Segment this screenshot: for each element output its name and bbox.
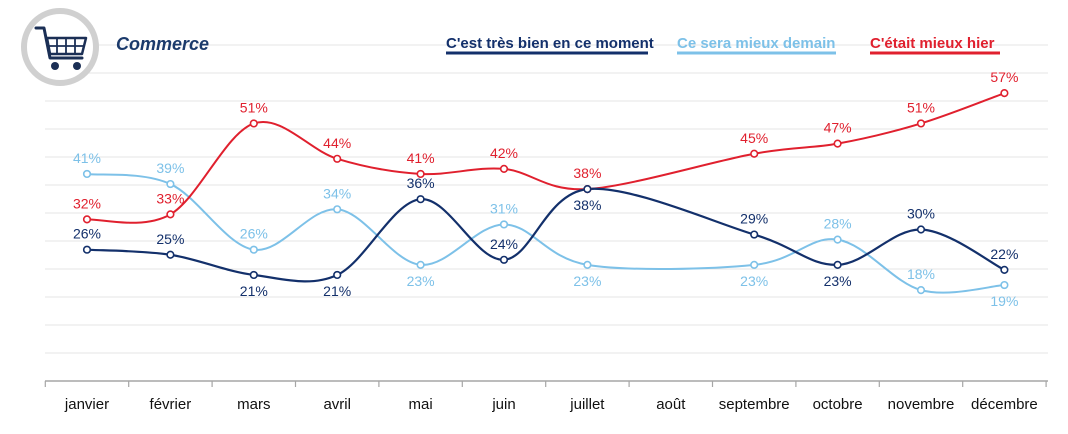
data-label: 32% [73,195,101,211]
data-label: 23% [824,273,852,289]
data-label: 42% [490,145,518,161]
month-label: septembre [719,396,790,413]
data-label: 38% [573,165,601,181]
data-point [583,260,592,269]
data-point [583,185,592,194]
data-point [82,245,92,254]
data-label: 24% [490,236,518,252]
data-label: 44% [323,135,351,151]
data-point [1000,89,1009,98]
data-point [499,255,509,264]
month-label: juin [491,396,515,413]
data-label: 29% [740,211,768,227]
data-label: 57% [990,69,1018,85]
series-lines [86,92,1005,294]
data-label: 36% [407,175,435,191]
data-label: 41% [73,150,101,166]
data-label: 28% [824,216,852,232]
legend-label: Ce sera mieux demain [677,35,835,52]
data-label: 34% [323,185,351,201]
month-label: juillet [569,396,605,413]
data-label: 30% [907,206,935,222]
data-point [750,260,759,269]
gridlines [45,44,1048,354]
data-point [916,286,926,295]
data-point [333,205,342,214]
data-label: 23% [573,273,601,289]
month-label: mai [409,396,433,413]
data-label: 21% [240,283,268,299]
data-label: 33% [156,190,184,206]
data-point [499,220,509,229]
data-point [416,169,425,179]
data-point [1000,265,1009,275]
chart-title: Commerce [116,34,209,54]
data-point [750,149,759,158]
data-label: 23% [740,273,768,289]
month-label: août [656,396,686,413]
data-point [833,260,842,269]
data-point [833,235,842,244]
data-label: 51% [240,99,268,115]
data-point [833,139,842,148]
data-label: 19% [990,293,1018,309]
x-axis-ticks [44,381,1047,387]
data-label: 26% [73,226,101,242]
data-label: 45% [740,130,768,146]
data-point [416,195,425,204]
month-label: janvier [64,396,109,413]
data-label: 22% [990,246,1018,262]
data-point [1000,280,1009,290]
series-line [86,187,1005,283]
month-label: octobre [813,396,863,413]
data-point [166,250,175,259]
legend-label: C'était mieux hier [870,35,995,52]
data-point [916,119,926,128]
data-point [333,154,342,163]
data-label: 23% [407,273,435,289]
data-point [166,210,175,219]
data-point [916,225,926,234]
data-label: 38% [573,197,601,213]
data-label: 31% [490,200,518,216]
data-labels: 41% 39% 26% 34% 23% 31% 23% 23% 28% 18% 19% 32% 33% 5… [73,69,1018,309]
month-label: novembre [888,396,955,413]
data-label: 21% [323,283,351,299]
shopping-cart-icon [21,8,99,86]
data-label: 51% [907,99,935,115]
month-label: décembre [971,396,1038,413]
data-point [249,270,258,280]
data-label: 41% [407,150,435,166]
month-label: avril [323,396,351,413]
data-label: 47% [824,120,852,136]
data-label: 18% [907,266,935,282]
month-label: février [150,396,192,413]
data-label: 39% [156,160,184,176]
series-line [86,172,1005,294]
legend-label: C'est très bien en ce moment [446,35,654,52]
data-point [249,245,258,254]
series-points [82,89,1009,295]
data-label: 25% [156,231,184,247]
data-point [82,169,92,179]
data-point [750,230,759,239]
legend: C'est très bien en ce moment Ce sera mieu… [446,35,1000,55]
data-point [249,119,258,128]
data-point [416,260,425,269]
data-label: 26% [240,226,268,242]
series-line [86,92,1005,224]
month-label: mars [237,396,270,413]
x-axis-labels: janvier février mars avril mai juin juillet aoû… [64,396,1038,413]
data-point [166,179,175,189]
data-point [333,270,342,280]
data-point [82,215,92,224]
data-point [499,164,509,173]
